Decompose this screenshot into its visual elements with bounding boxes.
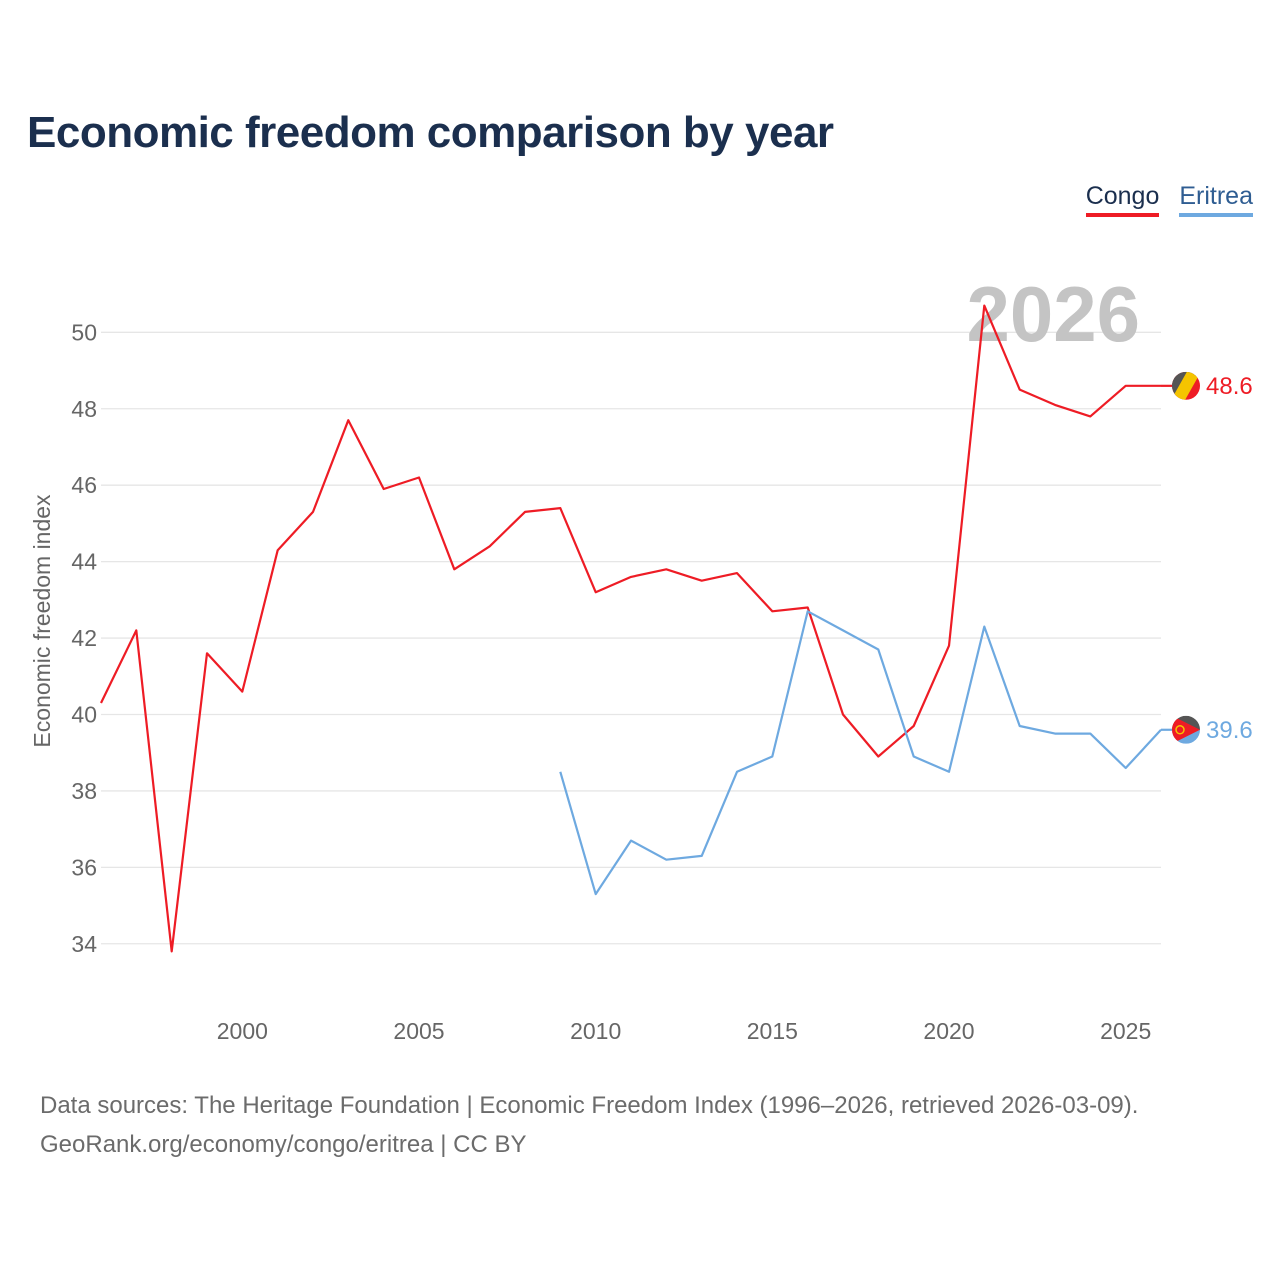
x-tick-labels: 2000 2005 2010 2015 2020 2025 [217, 1018, 1152, 1044]
series-lines [100, 304, 1162, 953]
grid-lines [101, 331, 1161, 945]
y-tick-labels: 34 36 38 40 42 44 46 48 50 [71, 319, 97, 956]
y-tick-label-38: 38 [71, 778, 97, 804]
end-markers: 48.6 39.6 [1161, 371, 1253, 744]
y-tick-label-48: 48 [71, 396, 97, 422]
series-line-congo[interactable] [100, 304, 1161, 953]
y-tick-label-46: 46 [71, 472, 97, 498]
y-tick-label-36: 36 [71, 854, 97, 880]
y-tick-label-34: 34 [71, 931, 97, 957]
y-tick-label-40: 40 [71, 701, 97, 727]
eritrea-flag-icon [1172, 715, 1200, 744]
x-tick-label-2015: 2015 [747, 1018, 798, 1044]
series-line-eritrea[interactable] [559, 610, 1162, 896]
congo-flag-icon [1172, 371, 1200, 400]
y-tick-label-44: 44 [71, 549, 97, 575]
source-note: Data sources: The Heritage Foundation | … [40, 1086, 1138, 1164]
source-line-2[interactable]: GeoRank.org/economy/congo/eritrea | CC B… [40, 1131, 527, 1158]
legend-item-congo[interactable]: Congo [1085, 182, 1160, 217]
legend: Congo Eritrea [1085, 182, 1253, 217]
x-tick-label-2000: 2000 [217, 1018, 268, 1044]
y-tick-label-42: 42 [71, 625, 97, 651]
y-tick-label-50: 50 [71, 319, 97, 345]
source-line-1: Data sources: The Heritage Foundation | … [40, 1092, 1139, 1119]
chart-title: Economic freedom comparison by year [27, 108, 834, 157]
end-value-label-congo: 48.6 [1206, 373, 1253, 400]
x-tick-label-2005: 2005 [393, 1018, 444, 1044]
end-value-label-eritrea: 39.6 [1206, 717, 1253, 744]
x-tick-label-2010: 2010 [570, 1018, 621, 1044]
x-tick-label-2025: 2025 [1100, 1018, 1151, 1044]
legend-item-eritrea[interactable]: Eritrea [1179, 182, 1253, 217]
x-tick-label-2020: 2020 [923, 1018, 974, 1044]
y-axis-label: Economic freedom index [29, 494, 55, 748]
year-watermark: 2026 [966, 270, 1140, 358]
